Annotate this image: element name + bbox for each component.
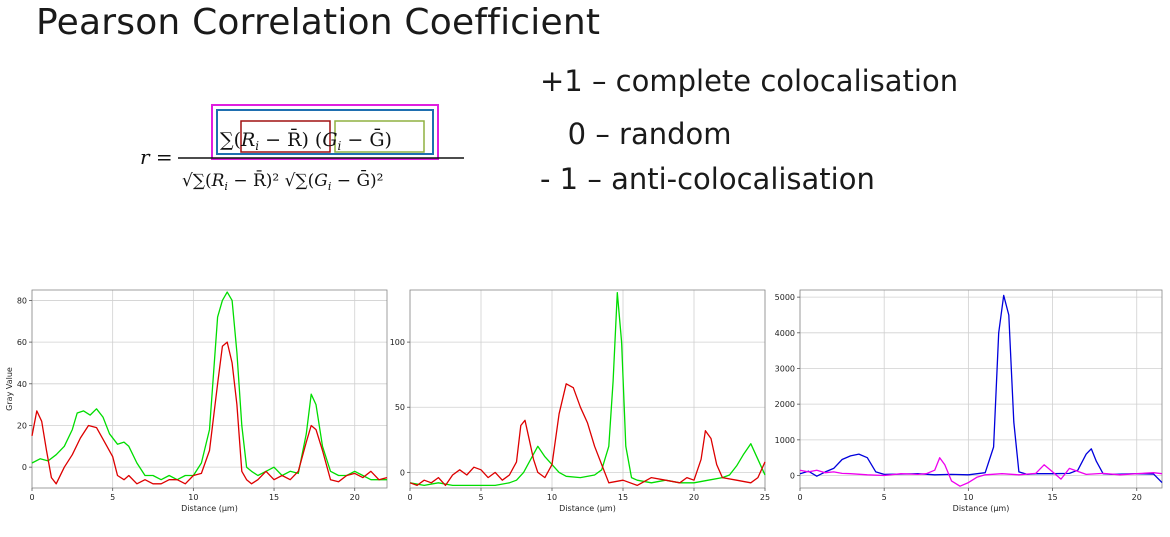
y-tick-label: 0 [22,463,27,472]
formula-lhs: r = [140,145,173,169]
x-tick-label: 5 [882,493,887,502]
y-tick-label: 0 [400,468,405,477]
x-tick-label: 5 [478,493,483,502]
y-tick-label: 2000 [775,400,795,409]
x-tick-label: 10 [547,493,557,502]
y-tick-label: 100 [390,338,405,347]
plot-frame [799,289,1163,489]
profile-plot-2: 0 5 10 15 20 25 0 50 100 Distance (µm) [390,289,770,513]
y-axis-label: Gray Value [5,367,14,411]
x-tick-label: 10 [188,493,198,502]
x-tick-label: 20 [689,493,699,502]
y-tick-label: 80 [17,296,27,305]
series-line-1 [31,291,387,481]
y-tick-label: 4000 [775,329,795,338]
formula-numerator: ∑(Ri − R̄) (Gi − Ḡ) [220,127,392,153]
legend-zero: 0 – random [540,117,732,151]
legend-positive: +1 – complete colocalisation [540,64,959,98]
y-tick-label: 1000 [775,436,795,445]
green-term-box [334,120,425,153]
y-tick-label: 50 [395,403,405,412]
x-tick-label: 25 [760,493,770,502]
x-axis-label: Distance (µm) [953,504,1010,513]
outer-highlight-box [211,104,439,160]
x-tick-label: 15 [269,493,279,502]
formula-denominator: √∑(Ri − R̄)² √∑(Gi − Ḡ)² [182,169,383,193]
plot-frame [409,289,766,489]
series-line-1 [409,291,766,487]
series-line-2 [409,383,766,487]
x-tick-label: 0 [797,493,802,502]
profile-plot-1: 0 5 10 15 20 0 20 40 60 80 Distance (µm) Gray Value [5,289,388,513]
y-tick-label: 40 [17,380,27,389]
series-line-2 [799,457,1163,487]
profile-plot-3: 0 5 10 15 20 0 1000 2000 3000 4000 5000 Distance (µ… [775,289,1163,513]
page-title: Pearson Correlation Coefficient [36,2,601,43]
x-axis-label: Distance (µm) [181,504,238,513]
sum-highlight-box [216,109,434,155]
x-tick-label: 15 [1047,493,1057,502]
x-tick-label: 5 [110,493,115,502]
y-tick-label: 60 [17,338,27,347]
x-axis-label: Distance (µm) [559,504,616,513]
x-tick-label: 0 [29,493,34,502]
y-tick-label: 3000 [775,364,795,373]
y-tick-label: 20 [17,421,27,430]
x-tick-label: 10 [963,493,973,502]
series-line-2 [31,341,388,485]
series-line-1 [799,294,1163,484]
y-tick-label: 0 [790,472,795,481]
pearson-formula: r = ∑(Ri − R̄) (Gi − Ḡ) √∑(Ri − R̄)² √∑(… [140,104,464,193]
y-tick-label: 5000 [775,293,795,302]
x-tick-label: 20 [350,493,360,502]
x-tick-label: 20 [1132,493,1142,502]
x-tick-label: 0 [407,493,412,502]
plot-frame [31,289,388,489]
red-term-box [240,120,331,153]
x-tick-label: 15 [618,493,628,502]
legend-negative: - 1 – anti-colocalisation [540,162,875,196]
